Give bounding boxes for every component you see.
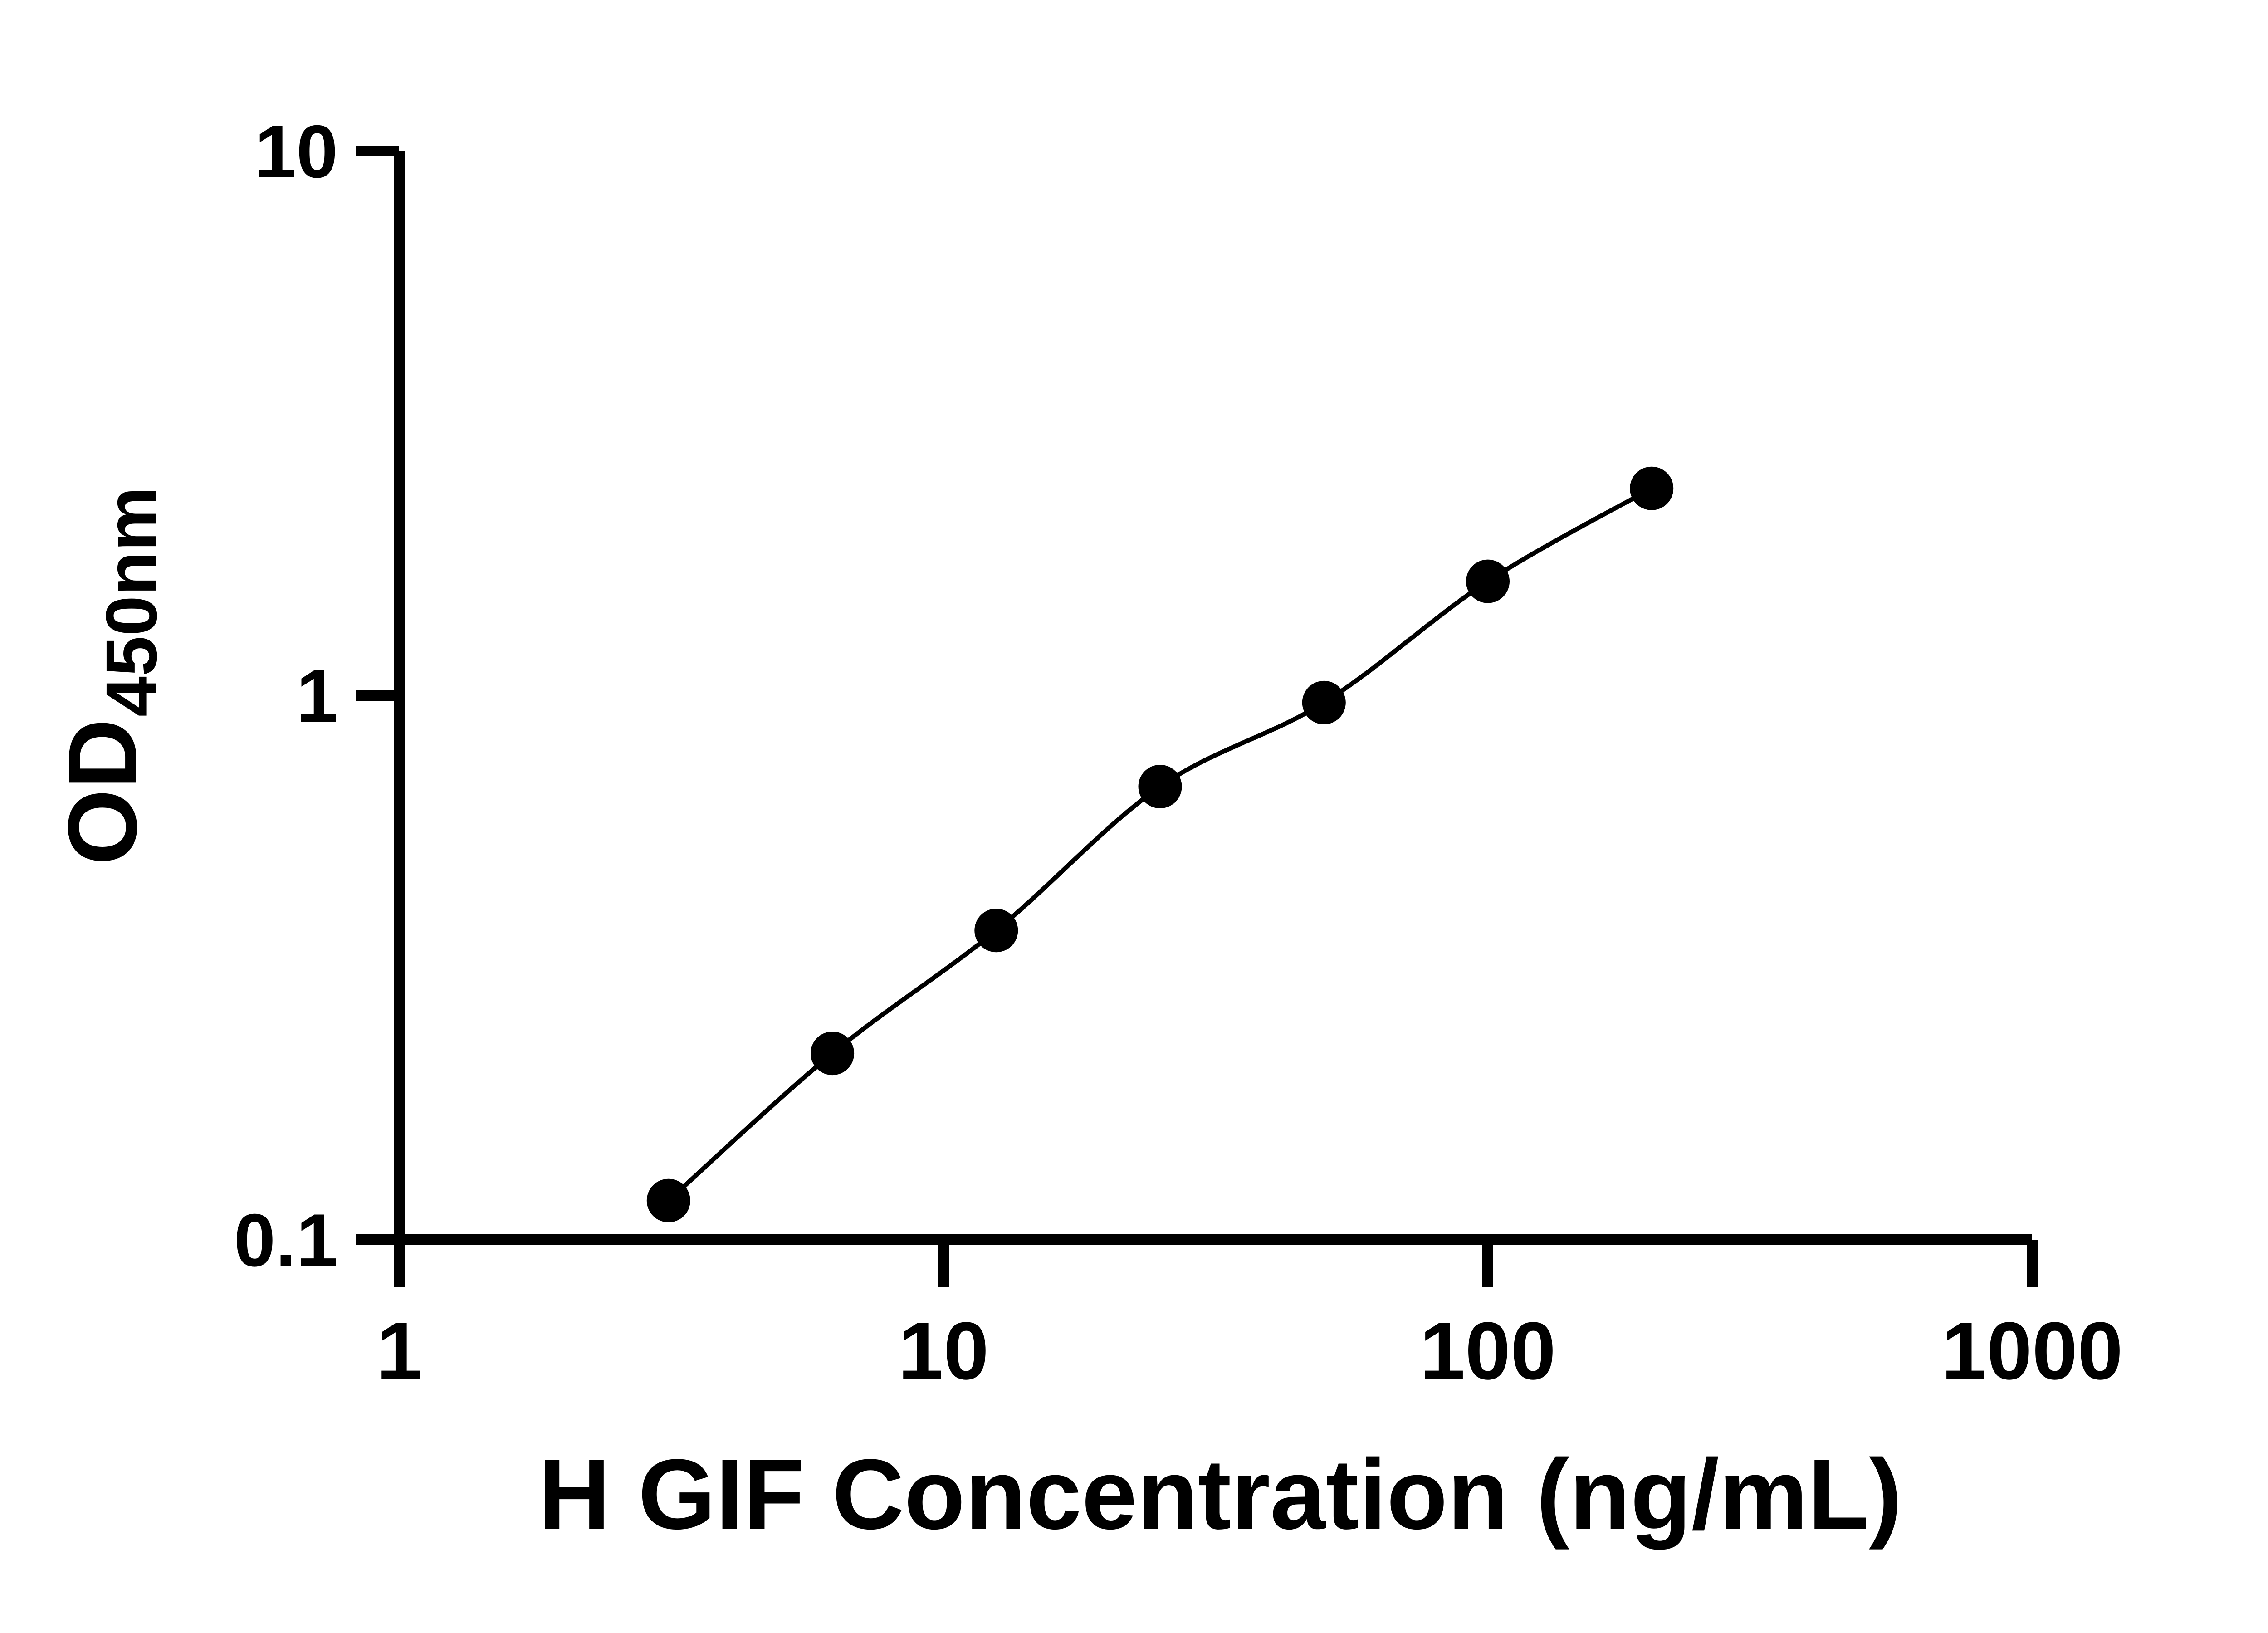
data-point-6.25 (811, 1032, 855, 1076)
x-tick-label-10: 10 (898, 1305, 989, 1397)
data-point-100 (1466, 559, 1510, 603)
data-points (646, 466, 1674, 1222)
y-axis-title-main: OD (48, 719, 157, 865)
x-axis-ticks (394, 1240, 2038, 1287)
axes (394, 151, 2032, 1245)
y-axis-title: OD 450nm (48, 487, 172, 865)
y-axis-ticks (356, 146, 399, 1245)
data-point-12.5 (974, 909, 1018, 953)
data-point-3.125 (646, 1178, 690, 1222)
y-axis-title-subscript: 450nm (91, 487, 172, 717)
x-axis-title: H GIF Concentration (ng/mL) (538, 1438, 1902, 1550)
x-axis-tick-labels: 1 10 100 1000 (376, 1305, 2123, 1397)
data-point-50 (1302, 680, 1346, 724)
x-tick-label-1: 1 (376, 1305, 422, 1397)
x-tick-label-1000: 1000 (1941, 1305, 2123, 1397)
y-axis-tick-labels: 0.1 1 10 (234, 110, 338, 1282)
y-tick-label-0.1: 0.1 (234, 1198, 338, 1282)
data-point-25 (1138, 765, 1182, 808)
x-tick-label-100: 100 (1420, 1305, 1556, 1397)
data-point-200 (1630, 466, 1674, 510)
y-tick-label-10: 10 (254, 110, 338, 193)
y-tick-label-1: 1 (296, 654, 338, 738)
